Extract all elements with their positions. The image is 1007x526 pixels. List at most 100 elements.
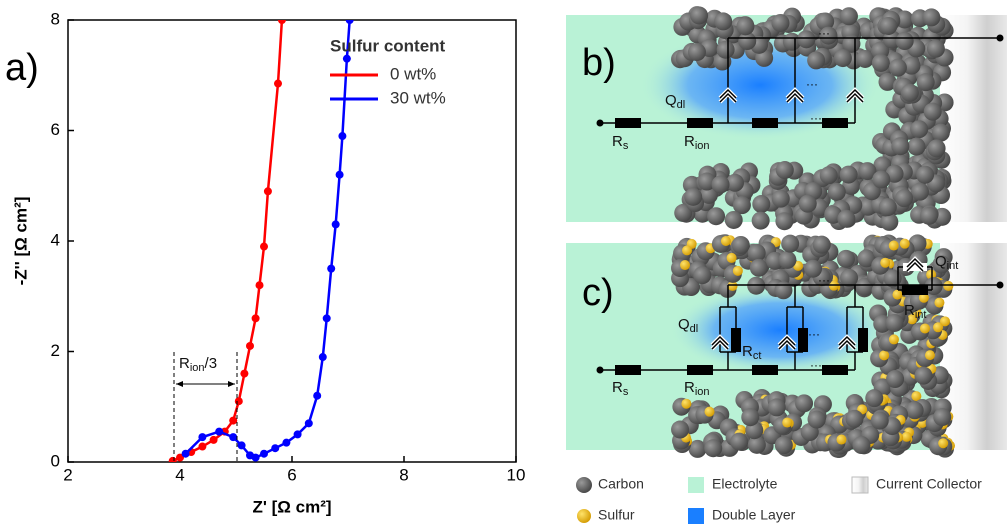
carbon-particle [865, 389, 883, 407]
sulfur-particle [705, 407, 715, 417]
carbon-particle [750, 259, 768, 277]
resistor [822, 365, 848, 375]
annotation-suffix: /3 [205, 355, 218, 372]
y-tick-label: 6 [51, 120, 60, 139]
carbon-particle [799, 195, 817, 213]
carbon-particle [778, 251, 796, 269]
label-sub: dl [677, 99, 686, 111]
label-sub: ion [695, 386, 710, 398]
carbon-particle [828, 183, 846, 201]
ellipsis: ··· [818, 26, 830, 40]
label-sub: s [623, 140, 629, 152]
x-tick-label: 8 [399, 465, 408, 484]
sulfur-particle [934, 298, 944, 308]
sulfur-particle [938, 438, 948, 448]
carbon-particle [916, 166, 934, 184]
label-sub: ion [695, 140, 710, 152]
data-point [252, 454, 260, 462]
carbon-particle [707, 207, 725, 225]
carbon-particle [852, 436, 870, 454]
carbon-particle [896, 32, 914, 50]
data-point [278, 16, 286, 24]
carbon-particle [879, 17, 897, 35]
legend-label: 30 wt% [390, 88, 446, 107]
carbon-particle [772, 190, 790, 208]
label-main: R [612, 133, 623, 150]
data-point [336, 171, 344, 179]
carbon-particle [808, 411, 826, 429]
carbon-particle [920, 207, 938, 225]
legend-label: Sulfur [598, 507, 635, 523]
label-main: R [684, 379, 695, 396]
carbon-particle [752, 212, 770, 230]
terminal [597, 367, 604, 374]
data-point [260, 243, 268, 251]
carbon-particle [840, 269, 858, 287]
panel-label: b) [582, 42, 616, 84]
carbon-particle [684, 188, 702, 206]
legend-swatch [577, 509, 591, 523]
sulfur-particle [900, 239, 910, 249]
carbon-particle [901, 84, 919, 102]
sulfur-particle [889, 241, 899, 251]
label-main: R [904, 302, 915, 319]
carbon-particle [840, 166, 858, 184]
y-tick-label: 2 [51, 341, 60, 360]
annotation: Rion/3 [179, 355, 217, 374]
carbon-particle [845, 410, 863, 428]
panel-label: c) [582, 272, 614, 314]
carbon-particle [879, 198, 897, 216]
sulfur-particle [892, 290, 902, 300]
data-point [332, 220, 340, 228]
y-axis-label: -Z'' [Ω cm²] [11, 197, 30, 286]
carbon-particle [781, 235, 799, 253]
label-main: R [684, 133, 695, 150]
sulfur-particle [836, 435, 846, 445]
label-sub: int [947, 260, 959, 272]
carbon-particle [714, 12, 732, 30]
data-point [238, 441, 246, 449]
carbon-particle [928, 139, 946, 157]
sulfur-particle [925, 350, 935, 360]
carbon-particle [732, 236, 750, 254]
ellipsis: ··· [808, 327, 820, 341]
carbon-particle [932, 124, 950, 142]
carbon-particle [712, 175, 730, 193]
carbon-particle [671, 421, 689, 439]
series-line [173, 20, 282, 461]
resistor [687, 365, 713, 375]
terminal [997, 282, 1004, 289]
carbon-particle [872, 170, 890, 188]
data-point [256, 281, 264, 289]
carbon-particle [730, 433, 748, 451]
legend-label: Carbon [598, 476, 644, 492]
carbon-particle [891, 137, 909, 155]
sulfur-particle [680, 260, 690, 270]
legend-label: Current Collector [876, 476, 982, 492]
legend-swatch [688, 508, 704, 524]
data-point [182, 450, 190, 458]
carbon-particle [911, 183, 929, 201]
label-main: R [742, 343, 753, 360]
carbon-particle [886, 314, 904, 332]
carbon-particle [752, 195, 770, 213]
sulfur-particle [727, 253, 737, 263]
data-point [252, 314, 260, 322]
series-line [186, 20, 350, 458]
carbon-particle [924, 103, 942, 121]
data-point [274, 80, 282, 88]
carbon-particle [688, 43, 706, 61]
carbon-particle [927, 40, 945, 58]
label-main: Q [678, 316, 690, 333]
terminal [997, 35, 1004, 42]
carbon-particle [872, 54, 890, 72]
data-point [215, 428, 223, 436]
ellipsis: ··· [806, 77, 818, 91]
carbon-particle [910, 120, 928, 138]
terminal [597, 120, 604, 127]
label-main: R [612, 379, 623, 396]
carbon-particle [837, 210, 855, 228]
resistor [798, 328, 808, 352]
ellipsis: ··· [810, 358, 822, 372]
carbon-particle [797, 30, 815, 48]
